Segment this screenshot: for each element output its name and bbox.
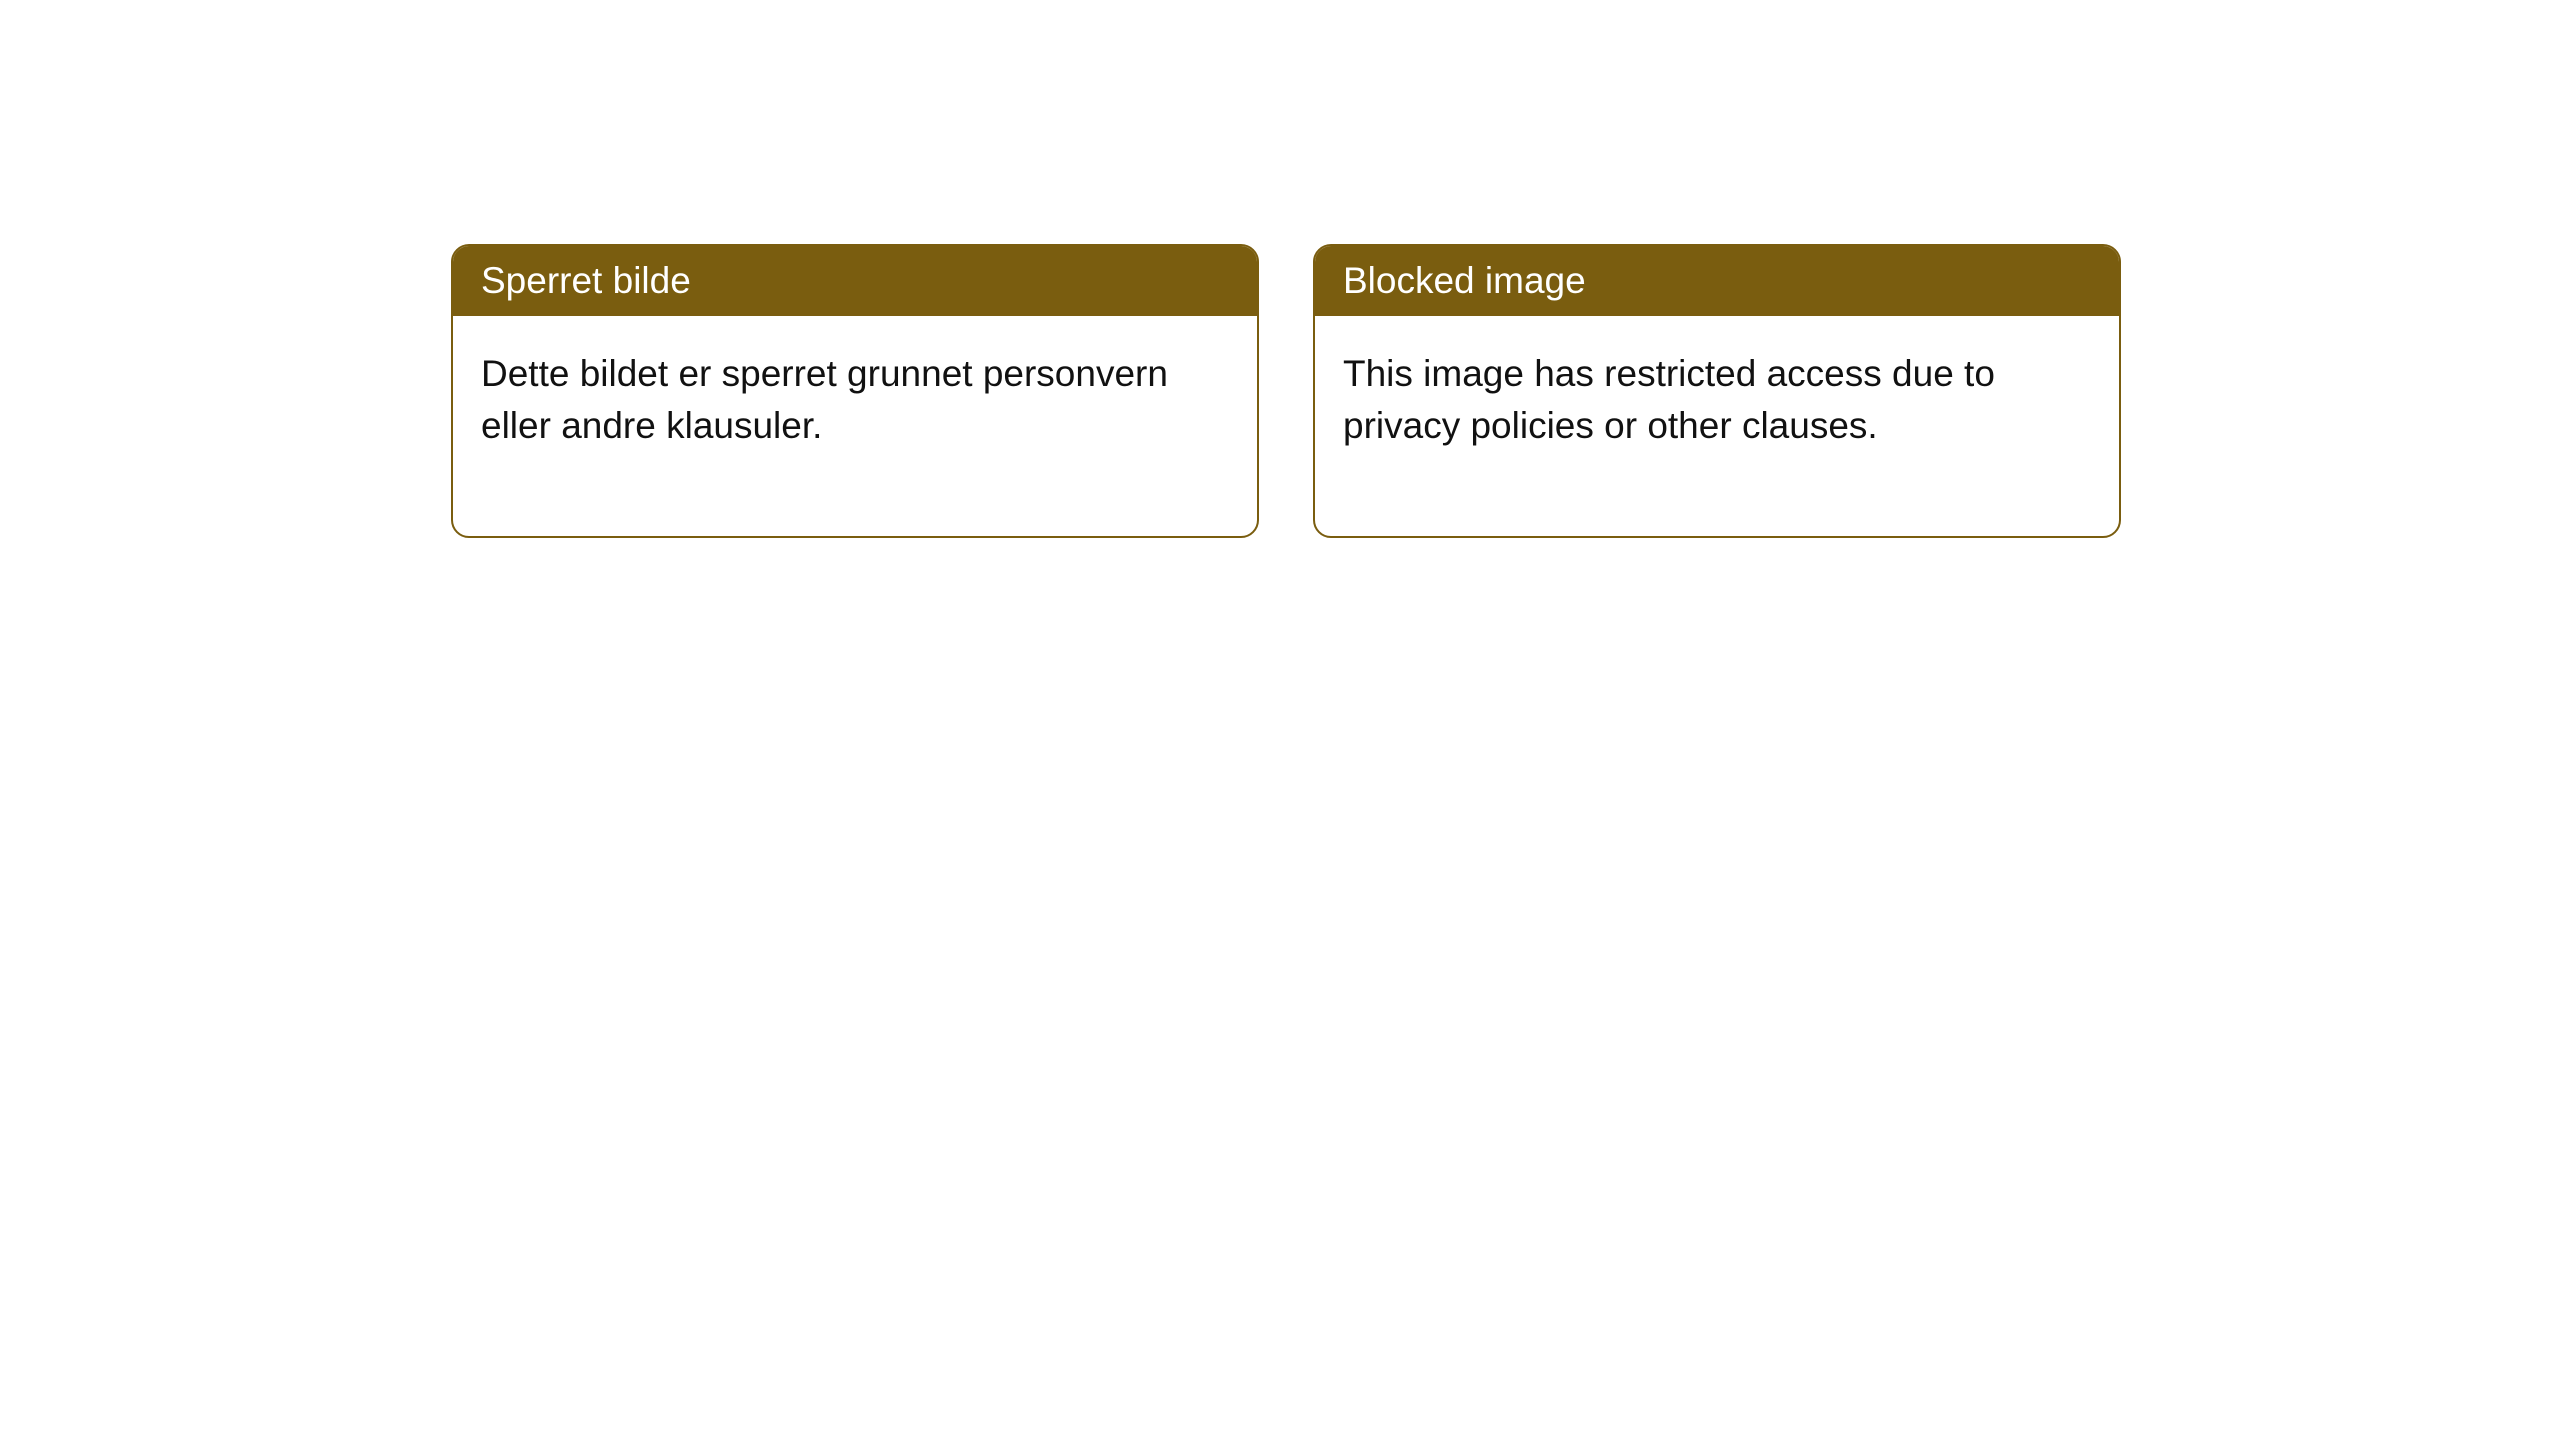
blocked-image-cards: Sperret bilde Dette bildet er sperret gr… xyxy=(451,244,2121,538)
card-title-no: Sperret bilde xyxy=(481,260,691,301)
card-message-en: This image has restricted access due to … xyxy=(1343,353,1995,446)
card-title-en: Blocked image xyxy=(1343,260,1586,301)
blocked-image-card-en: Blocked image This image has restricted … xyxy=(1313,244,2121,538)
card-message-no: Dette bildet er sperret grunnet personve… xyxy=(481,353,1168,446)
card-header-en: Blocked image xyxy=(1315,246,2119,316)
card-body-no: Dette bildet er sperret grunnet personve… xyxy=(453,316,1257,536)
card-header-no: Sperret bilde xyxy=(453,246,1257,316)
card-body-en: This image has restricted access due to … xyxy=(1315,316,2119,536)
blocked-image-card-no: Sperret bilde Dette bildet er sperret gr… xyxy=(451,244,1259,538)
